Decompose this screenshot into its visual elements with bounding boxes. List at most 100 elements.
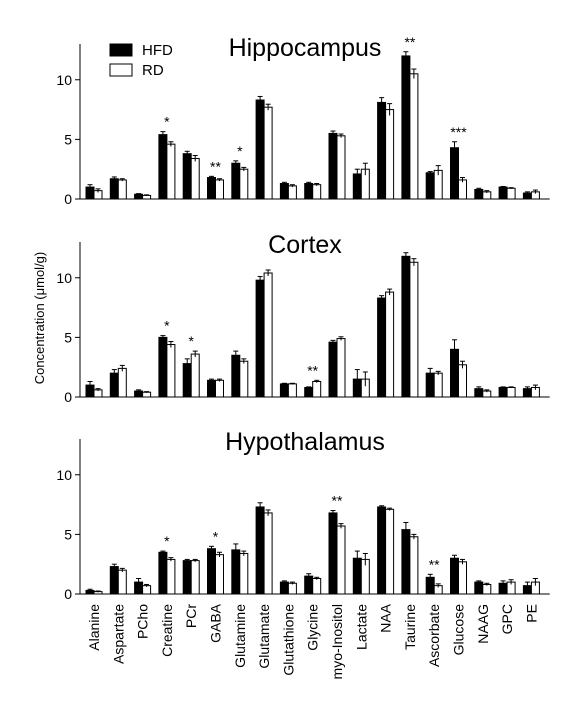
bar-rd-glutamine: [239, 360, 249, 398]
bar-hfd-gpc: [498, 386, 508, 398]
significance-glutamine: *: [237, 143, 243, 159]
bar-rd-glycine: [312, 381, 322, 398]
bar-rd-naa: [385, 109, 395, 200]
bar-rd-pcho: [142, 585, 152, 595]
bar-hfd-taurine: [401, 55, 411, 200]
y-tick-label: 10: [56, 270, 72, 286]
x-tick-label-alanine: Alanine: [86, 604, 102, 651]
y-tick-label: 10: [56, 72, 72, 88]
bar-hfd-pcho: [134, 193, 144, 200]
legend-swatch-hfd: [109, 43, 133, 57]
x-axis-category-labels: Alanine Aspartate PCho Creatine PCr GABA Gluta…: [86, 603, 539, 679]
panel-title: Cortex: [268, 231, 342, 259]
panel-title: Hypothalamus: [225, 428, 385, 456]
x-tick-label-glutamine: Glutamine: [232, 604, 248, 668]
bar-hfd-glycine: [304, 386, 314, 398]
legend: HFD RD: [109, 42, 173, 79]
x-tick-label-naa: NAA: [378, 603, 394, 632]
x-tick-label-glycine: Glycine: [305, 604, 321, 651]
bar-hfd-gpc: [498, 186, 508, 200]
bar-rd-gpc: [506, 187, 516, 200]
bar-rd-myo-inositol: [336, 525, 346, 595]
bar-rd-taurine: [409, 261, 419, 398]
bar-hfd-pcr: [182, 363, 192, 398]
y-tick-label: 10: [56, 467, 72, 483]
bar-rd-glutamine: [239, 168, 249, 200]
bar-hfd-naag: [474, 581, 484, 595]
bar-rd-creatine: [166, 143, 176, 200]
bar-hfd-aspartate: [109, 178, 119, 200]
x-tick-label-pcr: PCr: [183, 604, 199, 628]
bar-hfd-creatine: [158, 336, 168, 398]
bar-hfd-taurine: [401, 529, 411, 595]
bar-rd-gpc: [506, 386, 516, 398]
bar-rd-glutamate: [263, 512, 273, 595]
legend-label-hfd: HFD: [142, 42, 173, 59]
bar-hfd-glutathione: [279, 383, 289, 398]
bar-hfd-naa: [377, 101, 387, 200]
significance-creatine: *: [164, 318, 170, 334]
bar-rd-gaba: [215, 554, 224, 595]
bar-hfd-creatine: [158, 551, 168, 595]
x-tick-label-lactate: Lactate: [353, 604, 369, 650]
bar-hfd-glycine: [304, 575, 314, 595]
x-tick-label-ascorbate: Ascorbate: [426, 604, 442, 667]
bar-rd-pcho: [142, 391, 152, 398]
x-tick-label-gaba: GABA: [208, 603, 224, 643]
y-tick-label: 0: [64, 389, 72, 405]
bar-rd-taurine: [409, 73, 419, 200]
legend-swatch-rd: [109, 63, 133, 77]
bar-rd-creatine: [166, 558, 176, 595]
bar-rd-aspartate: [117, 367, 127, 398]
significance-glycine: **: [307, 362, 318, 378]
significance-creatine: *: [164, 533, 170, 549]
bar-hfd-naa: [377, 297, 387, 398]
bar-hfd-glucose: [450, 557, 459, 595]
bar-hfd-pcr: [182, 560, 192, 595]
significance-ascorbate: **: [429, 556, 440, 572]
bar-rd-aspartate: [117, 569, 127, 595]
bar-hfd-myo-inositol: [328, 132, 338, 200]
bar-hfd-naa: [377, 506, 387, 595]
bar-rd-naa: [385, 291, 395, 398]
y-axis-label: Concentration (μmol/g): [32, 252, 47, 385]
panels: Hippocampus0510*********Cortex0510****Hy…: [56, 34, 550, 602]
x-tick-label-glutathione: Glutathione: [280, 604, 296, 676]
bar-hfd-glutathione: [279, 183, 289, 200]
significance-glucose: ***: [450, 124, 467, 140]
bar-rd-glucose: [458, 561, 467, 595]
x-tick-label-pe: PE: [523, 604, 539, 623]
bar-rd-pcr: [190, 560, 200, 595]
bar-rd-glucose: [458, 364, 467, 398]
legend-label-rd: RD: [142, 62, 164, 79]
x-tick-label-creatine: Creatine: [159, 604, 175, 657]
bar-rd-ascorbate: [433, 372, 443, 398]
bar-hfd-glycine: [304, 183, 314, 200]
bar-rd-naa: [385, 508, 395, 595]
bar-rd-pcr: [190, 353, 200, 398]
bar-hfd-pcr: [182, 153, 192, 200]
bar-hfd-glutamine: [231, 162, 241, 200]
bar-hfd-glutamate: [255, 506, 265, 595]
bar-hfd-glutamate: [255, 99, 265, 200]
bar-rd-taurine: [409, 536, 419, 595]
bar-hfd-gaba: [207, 548, 216, 595]
bar-rd-gaba: [215, 179, 224, 200]
bar-hfd-gaba: [207, 379, 216, 398]
y-tick-label: 5: [64, 329, 72, 345]
x-tick-label-aspartate: Aspartate: [110, 604, 126, 664]
y-tick-label: 0: [64, 586, 72, 602]
x-tick-label-gpc: GPC: [499, 604, 515, 634]
bar-hfd-creatine: [158, 134, 168, 200]
bar-rd-glutathione: [287, 383, 297, 398]
y-tick-label: 0: [64, 191, 72, 207]
bar-rd-naag: [482, 583, 492, 595]
bar-hfd-glutamine: [231, 549, 241, 595]
y-tick-label: 5: [64, 526, 72, 542]
bar-rd-glutathione: [287, 582, 297, 595]
bar-hfd-naag: [474, 188, 484, 200]
bar-rd-glutamine: [239, 552, 249, 595]
